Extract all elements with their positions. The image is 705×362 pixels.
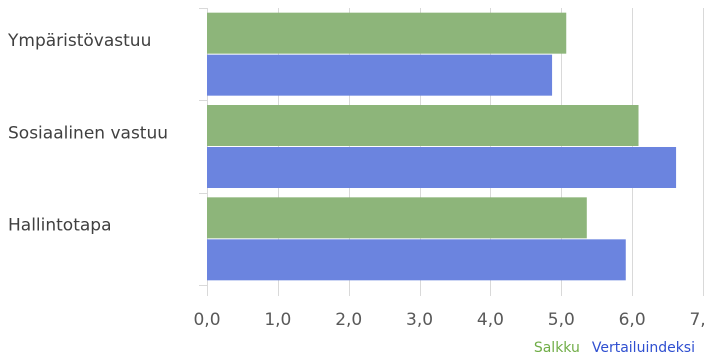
legend-entry-vertailuindeksi: Vertailuindeksi [592, 340, 695, 356]
category-label-0: Ympäristövastuu [7, 31, 151, 51]
x-tick-label-6: 6,0 [619, 310, 646, 330]
bar-salkku-2 [207, 197, 587, 239]
x-tick-label-1: 1,0 [264, 310, 291, 330]
category-label-2: Hallintotapa [8, 216, 112, 236]
category-label-1: Sosiaalinen vastuu [8, 123, 168, 143]
bar-vertailuindeksi-1 [207, 147, 677, 188]
x-tick-label-2: 2,0 [335, 310, 362, 330]
x-tick-label-4: 4,0 [477, 310, 504, 330]
legend-entry-salkku: Salkku [534, 340, 580, 356]
bar-salkku-1 [207, 105, 639, 146]
x-tick-label-0: 0,0 [193, 310, 220, 330]
bar-vertailuindeksi-0 [207, 54, 553, 96]
category-labels: Ympäristövastuu Sosiaalinen vastuu Hallint… [7, 31, 168, 236]
tick-labels: 0,0 1,0 2,0 3,0 4,0 5,0 6,0 7,0 [193, 310, 705, 330]
legend: Vertailuindeksi Salkku [534, 340, 695, 356]
x-tick-label-3: 3,0 [406, 310, 433, 330]
bars [207, 12, 677, 281]
bar-vertailuindeksi-2 [207, 239, 626, 281]
x-tick-label-7: 7,0 [689, 310, 705, 330]
x-tick-label-5: 5,0 [548, 310, 575, 330]
bar-salkku-0 [207, 12, 567, 54]
